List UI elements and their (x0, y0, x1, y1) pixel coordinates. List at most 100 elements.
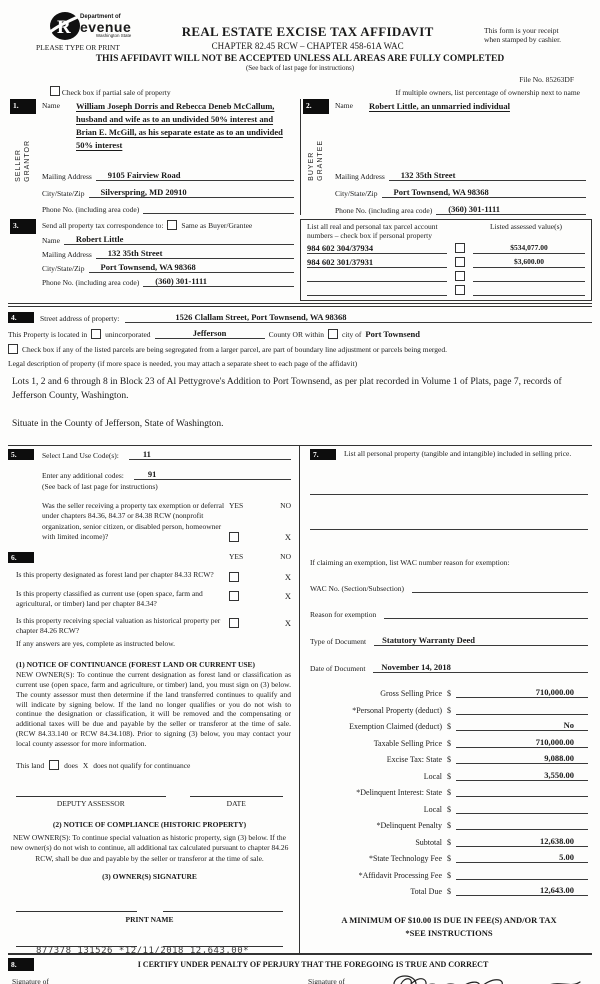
money-row: Taxable Selling Price $710,000.00 (310, 737, 588, 748)
section-7-number: 7. (310, 449, 336, 461)
wac-no-label: WAC No. (Section/Subsection) (310, 584, 404, 594)
q2-no-mark[interactable]: X (284, 590, 291, 601)
does-not-mark[interactable]: X (82, 760, 89, 770)
dept-of-revenue-logo: R Department of evenue Washington State (48, 10, 131, 42)
parcel-row (307, 285, 585, 296)
wac-no-value[interactable] (411, 583, 588, 594)
if-yes-note: If any answers are yes, complete as inst… (16, 639, 176, 649)
exemption-yes-checkbox[interactable] (229, 531, 239, 542)
date-of-document-value[interactable]: November 14, 2018 (373, 662, 588, 674)
personal-property-checkbox[interactable] (455, 271, 465, 281)
owner-printname-line[interactable] (16, 938, 137, 947)
buyer-city-label: City/State/Zip (335, 189, 378, 198)
owner-signature-lines (16, 903, 283, 912)
owner-signature-line[interactable] (162, 903, 283, 912)
buyer-mailing-value[interactable]: 132 35th Street (388, 170, 586, 181)
money-row: Total Due $12,643.00 (310, 885, 588, 897)
form-title: REAL ESTATE EXCISE TAX AFFIDAVIT (181, 24, 434, 39)
seller-name-value[interactable]: William Joseph Dorris and Rebecca Deneb … (76, 101, 283, 150)
grantor-signature-block: Signature of Grantor or Grantor's Agent … (8, 977, 300, 984)
seller-name-label: Name (42, 101, 60, 110)
segregated-label: Check box if any of the listed parcels a… (22, 344, 447, 354)
type-of-document-value[interactable]: Statutory Warranty Deed (374, 635, 588, 647)
owner-printname-line[interactable] (162, 938, 283, 947)
same-as-buyer-checkbox[interactable] (167, 220, 178, 230)
date-of-document-label: Date of Document (310, 664, 366, 674)
corr-phone-value[interactable]: (360) 301-1111 (143, 276, 294, 287)
parcel-row: 984 602 301/37931 $3,600.00 (307, 257, 585, 268)
yes-header: YES (229, 501, 244, 511)
assessed-values-header: Listed assessed value(s) (489, 222, 563, 231)
grantee-side-label: GRANTEE (317, 140, 324, 181)
additional-codes-value[interactable]: 91 (133, 469, 291, 481)
money-row: *Affidavit Processing Fee $ (310, 869, 588, 880)
owners-signature-label: (3) OWNER(S) SIGNATURE (102, 871, 197, 881)
seller-city-value[interactable]: Silverspring, MD 20910 (88, 187, 294, 198)
personal-property-line[interactable] (310, 484, 588, 496)
buyer-phone-value[interactable]: (360) 301-1111 (436, 204, 586, 215)
seller-mailing-value[interactable]: 9105 Fairview Road (95, 170, 294, 181)
header: R Department of evenue Washington State … (8, 10, 592, 51)
section-6-header: 6. YES NO (8, 551, 291, 563)
does-label: does (64, 760, 78, 770)
continuance-qualify-row: This land does X does not qualify for co… (16, 760, 291, 771)
money-row: Gross Selling Price $710,000.00 (310, 687, 588, 699)
buyer-name-value[interactable]: Robert Little, an unmarried individual (369, 101, 510, 111)
parcel-number[interactable] (307, 285, 447, 296)
buyer-city-value[interactable]: Port Townsend, WA 98368 (381, 187, 586, 198)
legal-description-label: Legal description of property (if more s… (8, 359, 358, 368)
exemption-no-mark[interactable]: X (284, 531, 291, 542)
county-value[interactable]: Jefferson (154, 328, 265, 339)
q3-no-mark[interactable]: X (284, 618, 291, 629)
unincorporated-checkbox[interactable] (91, 329, 102, 339)
personal-property-checkbox[interactable] (455, 257, 465, 267)
exemption-wac-note: If claiming an exemption, list WAC numbe… (310, 558, 510, 568)
q1-no-mark[interactable]: X (284, 571, 291, 582)
land-use-label: Select Land Use Code(s): (42, 451, 119, 461)
dollar-sign: $ (447, 804, 451, 814)
deputy-assessor-line[interactable]: DEPUTY ASSESSOR (16, 796, 166, 808)
q1-yes-checkbox[interactable] (229, 571, 239, 582)
assessed-value[interactable]: $3,600.00 (473, 257, 585, 268)
personal-property-checkbox[interactable] (455, 285, 465, 295)
personal-property-checkbox[interactable] (455, 243, 465, 253)
date-line[interactable]: DATE (189, 796, 283, 808)
segregated-checkbox[interactable] (8, 344, 18, 354)
seller-phone-label: Phone No. (including area code) (42, 205, 140, 214)
dollar-sign: $ (447, 821, 451, 831)
parcel-number[interactable] (307, 271, 447, 282)
assessed-value[interactable] (473, 271, 585, 282)
tax-correspondence-section: 3. Send all property tax correspondence … (8, 219, 300, 301)
corr-name-value[interactable]: Robert Little (63, 234, 294, 245)
street-address-value[interactable]: 1526 Clallam Street, Port Townsend, WA 9… (125, 312, 592, 323)
corr-mailing-value[interactable]: 132 35th Street (95, 248, 294, 259)
yes-header: YES (229, 551, 244, 561)
current-use-question: Is this property classified as current u… (16, 588, 291, 608)
corr-city-value[interactable]: Port Townsend, WA 98368 (88, 262, 294, 273)
assessed-value[interactable] (473, 285, 585, 296)
grantee-signature (393, 975, 581, 984)
assessed-value[interactable]: $534,077.00 (473, 243, 585, 254)
receipt-note: This form is your receipt when stamped b… (484, 26, 562, 45)
personal-property-line[interactable] (310, 519, 588, 531)
q3-yes-checkbox[interactable] (229, 618, 239, 629)
multiple-owners-note: If multiple owners, list percentage of o… (395, 88, 580, 97)
city-checkbox[interactable] (328, 329, 338, 339)
parcel-number[interactable]: 984 602 304/37934 (307, 243, 447, 254)
owner-signature-line[interactable] (16, 903, 137, 912)
dollar-sign: $ (447, 837, 451, 847)
historic-property-question: Is this property receiving special valua… (16, 616, 291, 636)
dollar-sign: $ (447, 870, 451, 880)
does-checkbox[interactable] (49, 760, 60, 771)
cashier-stamp: 877378 131526 *12/11/2018 12,643.00* (36, 946, 250, 956)
partial-sale-checkbox[interactable] (50, 86, 60, 96)
seller-phone-value[interactable] (143, 204, 294, 214)
correspondence-parcels-block: 3. Send all property tax correspondence … (8, 219, 592, 301)
land-use-value[interactable]: 11 (128, 449, 291, 461)
section-3-number: 3. (10, 219, 36, 234)
reason-exemption-value[interactable] (384, 609, 588, 620)
section-1-number: 1. (10, 99, 36, 114)
city-value[interactable]: Port Townsend (365, 329, 420, 339)
parcel-number[interactable]: 984 602 301/37931 (307, 257, 447, 268)
q2-yes-checkbox[interactable] (229, 590, 239, 601)
